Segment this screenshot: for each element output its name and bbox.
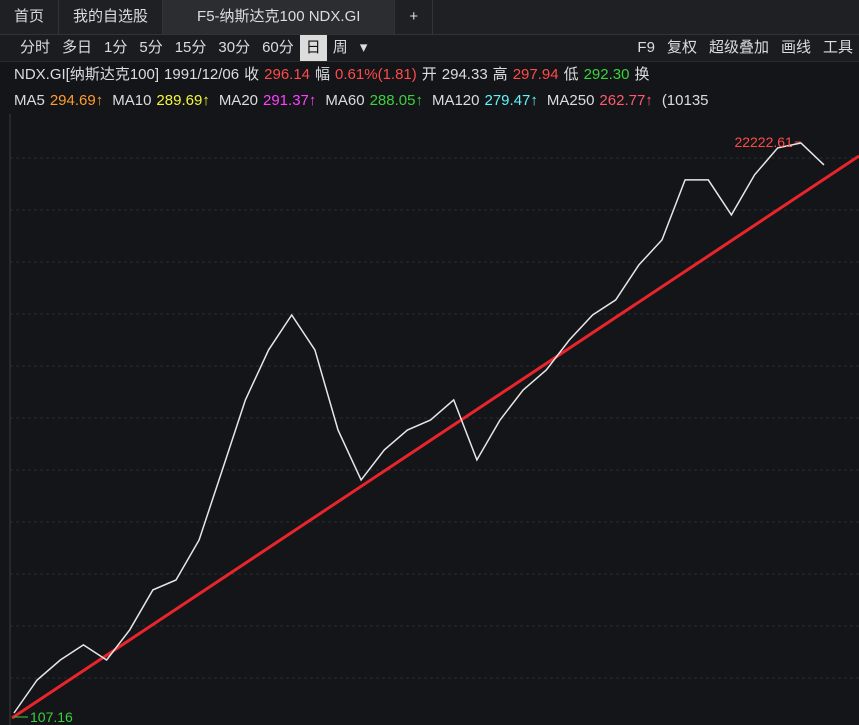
tool-button[interactable]: 复权 [666,39,697,56]
toolbar: 分时 多日 1分 5分 15分 30分 60分日周 ▾ F9 复权 超级叠加 画线 工具 [0,35,859,62]
period-button[interactable]: 15分 [174,39,207,56]
period-button[interactable]: 多日 [62,39,93,56]
period-button[interactable]: 60分 [262,39,294,56]
tab[interactable]: 首页 [0,0,60,34]
period-button[interactable]: 1分 [104,39,128,56]
ma-value: 288.05↑ [369,92,423,109]
quote-field: 0.61%(1.81) [335,66,417,83]
ma-value: 291.37↑ [263,92,317,109]
ma-name: MA120 [431,92,480,109]
ma-row: MA5 294.69↑ MA10 289.69↑ MA20 291.37↑ MA60 288.… [0,88,859,114]
tool-button[interactable]: 工具 [822,39,853,56]
tool-button[interactable]: 画线 [780,39,811,56]
ma-value: 294.69↑ [49,92,104,109]
quote-field: 幅 [315,66,331,83]
ma-value: 289.69↑ [156,92,210,109]
ma-name: MA250 [546,92,595,109]
tab-bar: 首页 我的自选股 F5-纳斯达克100 NDX.GI + [0,0,859,35]
tool-button[interactable]: 超级叠加 [708,39,769,56]
ma-more[interactable]: (10135 [661,92,709,109]
period-button[interactable]: 分时 [20,39,51,56]
quote-field: 低 [563,66,579,83]
chart: 22222.61 107.16 [9,114,859,725]
tool-button[interactable]: F9 [637,39,655,56]
quote-field: NDX.GI[纳斯达克100] [14,66,160,83]
quote-field: 297.94 [512,66,559,83]
price-line [13,142,825,714]
quote-field: 292.30 [583,66,630,83]
ma-name: MA60 [325,92,365,109]
ma-name: MA10 [112,92,152,109]
ma-name: MA20 [218,92,258,109]
tab[interactable]: F5-纳斯达克100 NDX.GI [163,0,396,34]
quote-field: 1991/12/06 [164,66,240,83]
max-label: 22222.61 [734,134,793,150]
quote-row: NDX.GI[纳斯达克100] 1991/12/06 收 296.14 幅 0.61%(1… [0,62,859,88]
trend-line [11,154,859,720]
tab[interactable]: + [395,0,434,34]
min-label: 107.16 [30,709,73,725]
quote-field: 开 [421,66,437,83]
spacer [373,35,631,61]
period-button[interactable]: 30分 [218,39,251,56]
period-button[interactable]: 周 [332,39,348,56]
period-button[interactable]: 日 [299,35,327,61]
quote-field: 换 [634,66,650,83]
quote-field: 296.14 [264,66,311,83]
quote-field: 收 [244,66,260,83]
quote-field: 294.33 [441,66,488,83]
ma-value: 262.77↑ [599,92,653,109]
period-button[interactable]: ▾ [359,39,368,56]
ma-value: 279.47↑ [484,92,538,109]
quote-field: 高 [492,66,508,83]
tab[interactable]: 我的自选股 [59,0,164,34]
ma-name: MA5 [14,92,45,109]
period-button[interactable]: 5分 [139,39,163,56]
